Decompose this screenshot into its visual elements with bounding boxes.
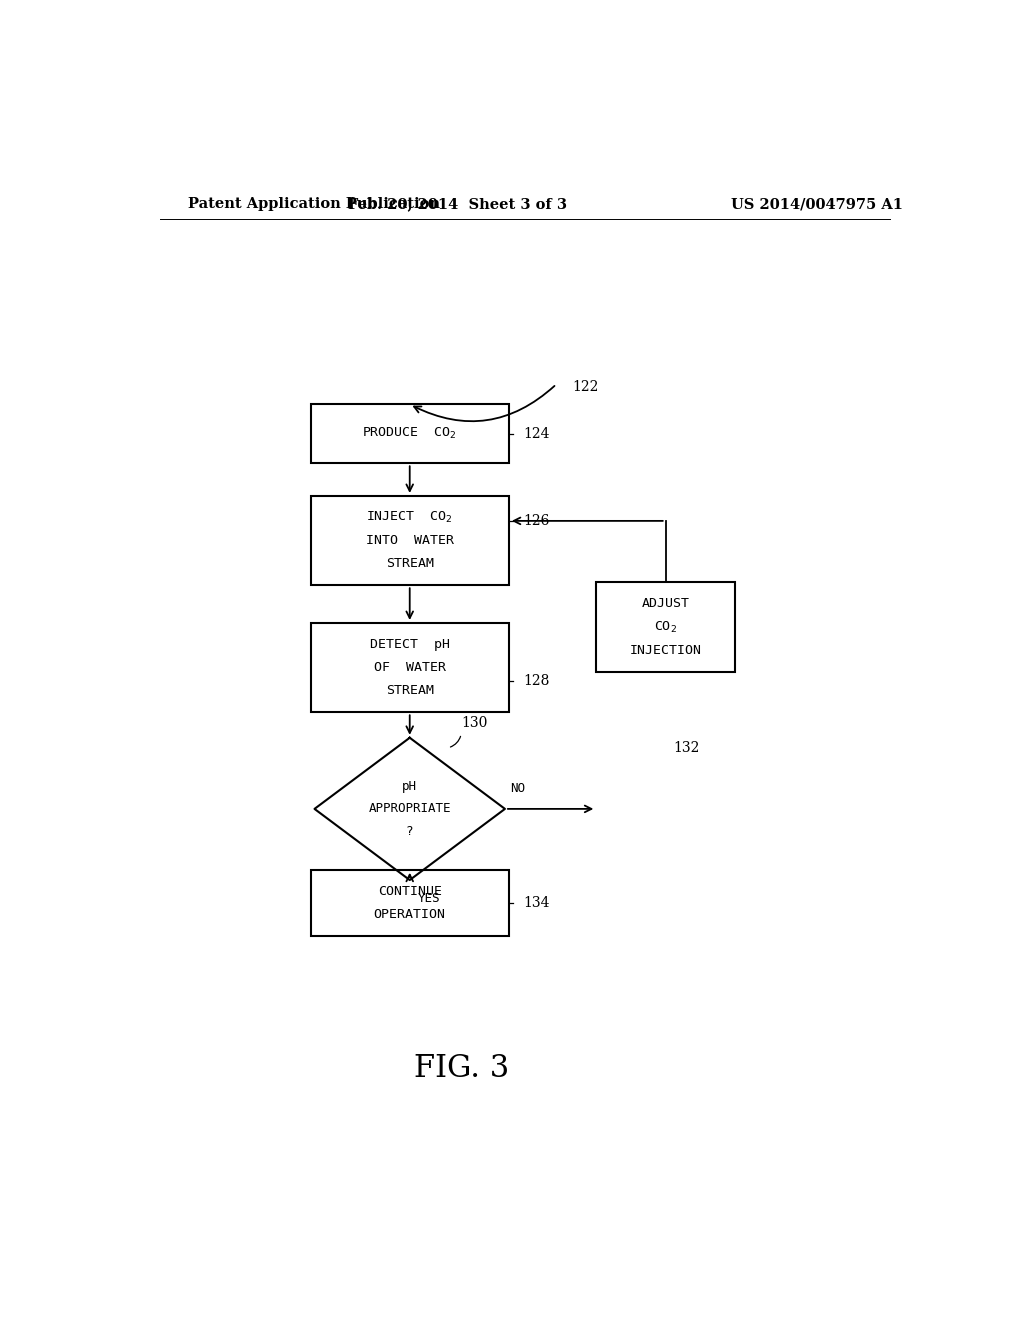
Text: STREAM: STREAM: [386, 557, 434, 570]
Text: ?: ?: [406, 825, 414, 838]
Text: DETECT  pH: DETECT pH: [370, 638, 450, 651]
Text: OPERATION: OPERATION: [374, 908, 445, 921]
Text: 128: 128: [523, 675, 550, 688]
Text: STREAM: STREAM: [386, 685, 434, 697]
Bar: [310, 623, 509, 713]
Text: Patent Application Publication: Patent Application Publication: [187, 197, 439, 211]
Text: APPROPRIATE: APPROPRIATE: [369, 803, 451, 816]
Text: CONTINUE: CONTINUE: [378, 884, 441, 898]
Text: INTO  WATER: INTO WATER: [366, 535, 454, 546]
Text: 122: 122: [572, 380, 599, 395]
Text: US 2014/0047975 A1: US 2014/0047975 A1: [731, 197, 903, 211]
Text: 126: 126: [523, 513, 550, 528]
Text: OF  WATER: OF WATER: [374, 661, 445, 675]
Text: 130: 130: [461, 715, 487, 730]
Text: 132: 132: [674, 741, 700, 755]
Bar: [310, 496, 509, 585]
Text: PRODUCE  CO$_2$: PRODUCE CO$_2$: [362, 426, 457, 441]
Text: INJECT  CO$_2$: INJECT CO$_2$: [367, 510, 454, 525]
Text: 124: 124: [523, 426, 550, 441]
Text: ADJUST: ADJUST: [642, 597, 690, 610]
Text: YES: YES: [418, 892, 440, 904]
Text: Feb. 20, 2014  Sheet 3 of 3: Feb. 20, 2014 Sheet 3 of 3: [348, 197, 567, 211]
Text: pH: pH: [402, 780, 417, 793]
Bar: [310, 870, 509, 936]
Text: FIG. 3: FIG. 3: [414, 1052, 509, 1084]
Text: CO$_2$: CO$_2$: [654, 619, 677, 635]
Text: 134: 134: [523, 896, 550, 909]
Text: INJECTION: INJECTION: [630, 644, 701, 657]
Bar: [596, 582, 735, 672]
Bar: [310, 404, 509, 463]
Text: NO: NO: [510, 781, 524, 795]
